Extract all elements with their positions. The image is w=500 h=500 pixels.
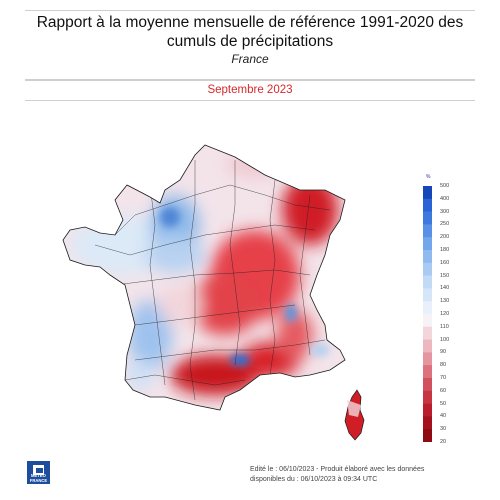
- legend-tick-label: 90: [440, 349, 447, 356]
- legend-color-cell: [423, 416, 432, 430]
- legend-tick-label: 110: [440, 323, 449, 330]
- legend-color-cell: [423, 352, 432, 366]
- legend-tick-label: 130: [440, 298, 450, 305]
- legend-color-cell: [423, 326, 432, 340]
- legend-tick-label: 120: [440, 311, 450, 317]
- legend-tick-label: 200: [440, 234, 450, 241]
- legend-tick-label: 70: [440, 375, 447, 381]
- legend-color-cell: [423, 262, 432, 276]
- legend-tick-label: 140: [440, 285, 450, 292]
- legend-color-cell: [423, 275, 432, 289]
- legend-color-cell: [423, 301, 432, 315]
- country-border: [62, 144, 346, 411]
- legend-tick-label: 400: [440, 195, 450, 202]
- meteo-france-logo: METEO FRANCE: [27, 461, 50, 484]
- legend-color-cell: [423, 378, 432, 392]
- legend-tick-label: 150: [440, 272, 450, 279]
- legend-tick-label: 50: [440, 400, 447, 407]
- legend-color-cell: [423, 390, 432, 404]
- period-label: Septembre 2023: [25, 80, 475, 101]
- legend-color-cell: [423, 314, 432, 328]
- footer-line-2: disponibles du : 06/10/2023 à 09:34 UTC: [250, 476, 378, 483]
- france-map-svg: [62, 144, 365, 441]
- legend-color-cell: [423, 365, 432, 379]
- legend-tick-label: 80: [440, 362, 447, 369]
- legend-color-cell: [423, 288, 432, 302]
- legend-color-cell: [423, 237, 432, 251]
- legend-color-cell: [423, 211, 432, 225]
- map-subtitle: France: [231, 52, 269, 66]
- footer-info: Edité le : 06/10/2023 - Produit élaboré …: [250, 465, 424, 485]
- legend-color-cell: [423, 339, 432, 353]
- legend-color-cell: [423, 403, 432, 417]
- corsica: [344, 389, 365, 441]
- legend-tick-label: 30: [440, 426, 447, 433]
- legend-tick-label: 20: [440, 439, 447, 445]
- legend-tick-label: 500: [440, 183, 450, 189]
- legend-tick-label: 100: [440, 336, 450, 343]
- color-legend: % 500 400 300 250 200 180 160 150 140 130 120 110 10…: [419, 174, 469, 453]
- precipitation-map: [55, 135, 365, 455]
- legend-unit: %: [426, 174, 431, 180]
- logo-symbol-icon: [33, 465, 44, 475]
- legend-color-cell: [423, 186, 432, 200]
- legend-color-cell: [423, 250, 432, 264]
- title-panel: Rapport à la moyenne mensuelle de référe…: [25, 10, 475, 80]
- legend-color-cell: [423, 429, 432, 442]
- footer-line-1: Edité le : 06/10/2023 - Produit élaboré …: [250, 466, 425, 473]
- legend-colorbar: [423, 186, 432, 442]
- legend-tick-label: 250: [440, 221, 450, 228]
- legend-tick-label: 40: [440, 413, 447, 420]
- logo-brand-text: METEO FRANCE: [29, 473, 48, 483]
- legend-tick-label: 180: [440, 247, 450, 253]
- map-title: Rapport à la moyenne mensuelle de référe…: [36, 14, 464, 50]
- department-borders: [94, 160, 331, 401]
- legend-tick-label: 300: [440, 208, 450, 215]
- legend-color-cell: [423, 198, 432, 212]
- legend-tick-label: 60: [440, 387, 447, 394]
- legend-tick-label: 160: [440, 259, 450, 266]
- map-fill: [63, 145, 345, 410]
- legend-color-cell: [423, 224, 432, 238]
